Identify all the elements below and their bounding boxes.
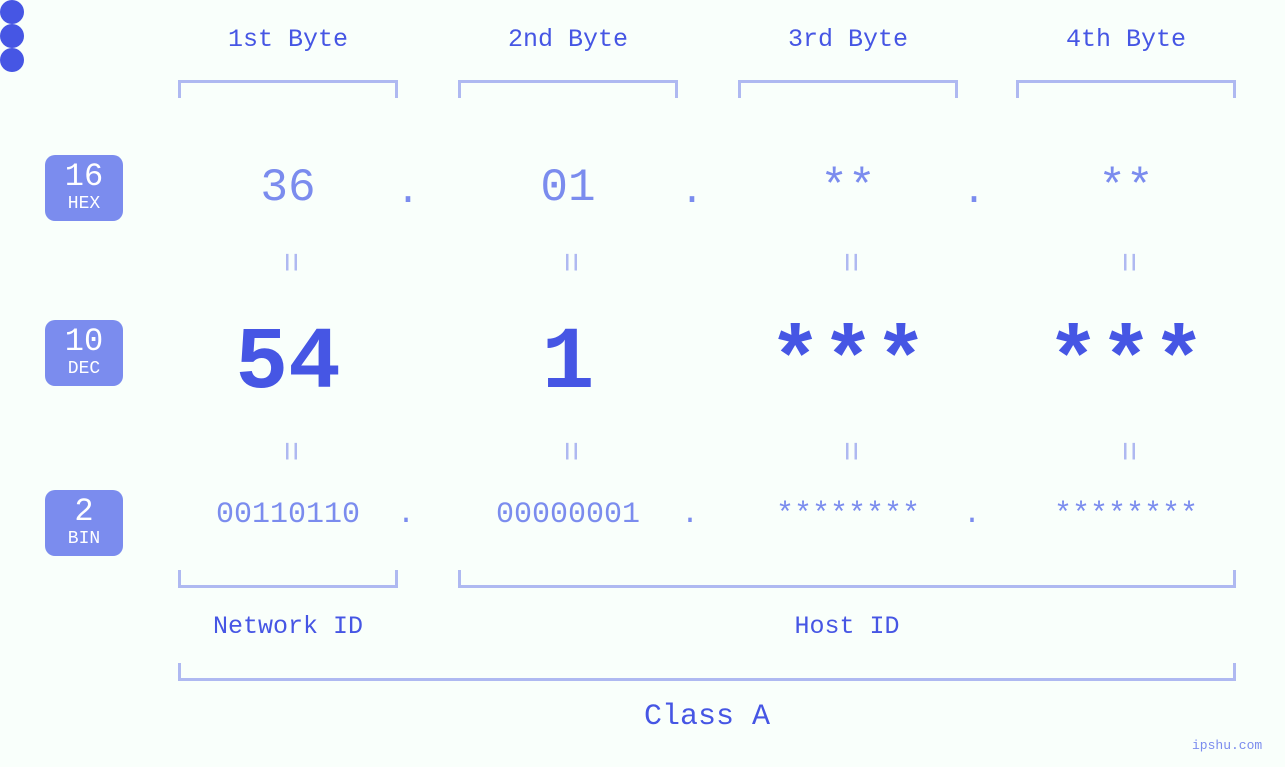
dec-byte-2: 1 <box>458 315 678 414</box>
hex-badge: 16 HEX <box>45 155 123 221</box>
dec-badge-num: 10 <box>45 326 123 358</box>
bin-byte-1: 00110110 <box>178 498 398 532</box>
bracket-byte-4 <box>1016 80 1236 98</box>
bracket-byte-3 <box>738 80 958 98</box>
byte-header-2: 2nd Byte <box>458 25 678 54</box>
dec-byte-4: *** <box>1016 315 1236 414</box>
bin-dot-2: . <box>680 498 700 532</box>
bin-dot-1: . <box>396 498 416 532</box>
network-id-label: Network ID <box>178 612 398 641</box>
hex-byte-4: ** <box>1016 162 1236 214</box>
bracket-network <box>178 570 398 588</box>
byte-header-1: 1st Byte <box>178 25 398 54</box>
hex-badge-num: 16 <box>45 161 123 193</box>
bin-byte-4: ******** <box>1016 498 1236 532</box>
equals-1-2: = <box>549 252 587 272</box>
equals-2-2: = <box>549 441 587 461</box>
equals-2-4: = <box>1107 441 1145 461</box>
bracket-class <box>178 663 1236 681</box>
bin-byte-3: ******** <box>738 498 958 532</box>
hex-dot-3: . <box>962 170 982 215</box>
bin-badge-label: BIN <box>45 530 123 548</box>
bin-byte-2: 00000001 <box>458 498 678 532</box>
equals-1-3: = <box>829 252 867 272</box>
hex-byte-2: 01 <box>458 162 678 214</box>
dec-dot-1 <box>0 0 24 24</box>
bracket-byte-2 <box>458 80 678 98</box>
hex-dot-1: . <box>396 170 416 215</box>
watermark: ipshu.com <box>1192 738 1262 753</box>
bin-badge: 2 BIN <box>45 490 123 556</box>
bin-badge-num: 2 <box>45 496 123 528</box>
equals-2-1: = <box>269 441 307 461</box>
equals-2-3: = <box>829 441 867 461</box>
class-label: Class A <box>178 700 1236 734</box>
bin-dot-3: . <box>962 498 982 532</box>
hex-byte-3: ** <box>738 162 958 214</box>
equals-1-4: = <box>1107 252 1145 272</box>
bracket-host <box>458 570 1236 588</box>
byte-header-3: 3rd Byte <box>738 25 958 54</box>
byte-header-4: 4th Byte <box>1016 25 1236 54</box>
dec-dot-2 <box>0 24 24 48</box>
dec-byte-1: 54 <box>178 315 398 414</box>
dec-badge-label: DEC <box>45 360 123 378</box>
dec-dot-3 <box>0 48 24 72</box>
hex-badge-label: HEX <box>45 195 123 213</box>
host-id-label: Host ID <box>458 612 1236 641</box>
bracket-byte-1 <box>178 80 398 98</box>
equals-1-1: = <box>269 252 307 272</box>
hex-dot-2: . <box>680 170 700 215</box>
hex-byte-1: 36 <box>178 162 398 214</box>
dec-badge: 10 DEC <box>45 320 123 386</box>
dec-byte-3: *** <box>738 315 958 414</box>
